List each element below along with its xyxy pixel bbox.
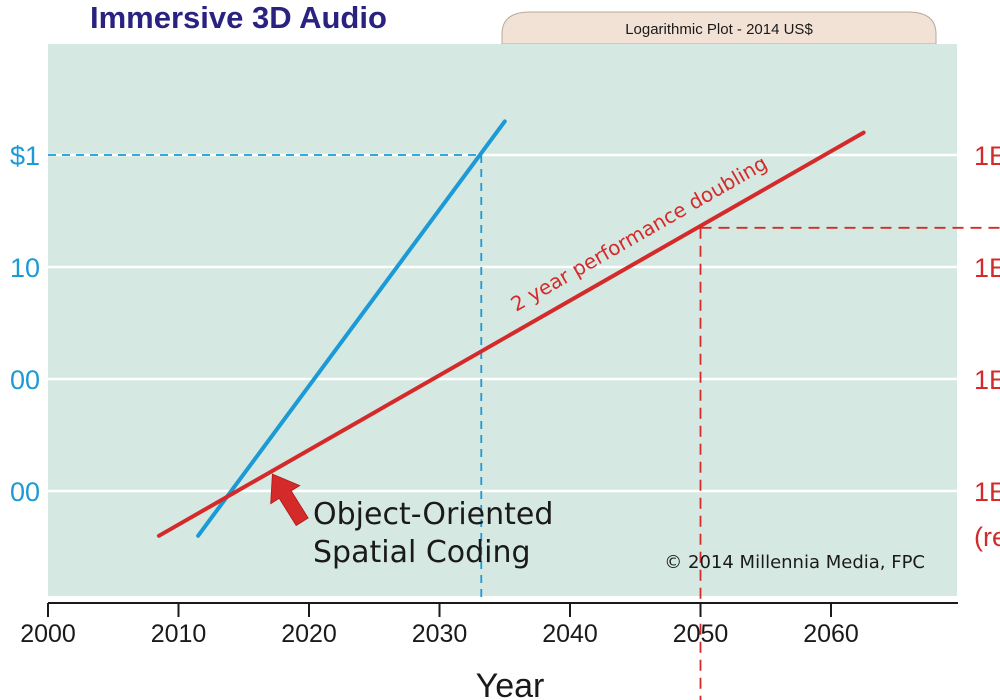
left-tick-label: 00 [10, 477, 40, 507]
chart-title: Immersive 3D Audio [90, 0, 387, 35]
left-tick-label: 10 [10, 253, 40, 283]
right-tick-label: 1E [974, 365, 1000, 395]
x-tick-label: 2000 [20, 620, 76, 648]
series-line-red [156, 130, 866, 538]
y-tick-labels: $1 10 00 00 1E 1E 1E 1E (re [10, 141, 1000, 552]
arrow-label-line1: Object-Oriented [313, 497, 553, 532]
x-tick-label: 2040 [542, 620, 598, 648]
x-tick-label: 2060 [803, 620, 859, 648]
right-tick-label: 1E [974, 141, 1000, 171]
x-axis-label: Year [476, 667, 545, 700]
x-tick-label: 2030 [412, 620, 468, 648]
x-tick-label: 2050 [673, 620, 729, 648]
left-tick-label: 00 [10, 365, 40, 395]
right-tick-label: 1E [974, 477, 1000, 507]
right-tick-label: 1E [974, 253, 1000, 283]
x-ticks: 2000 2010 2020 2030 2040 2050 2060 [20, 603, 859, 648]
subtitle-tab [501, 11, 937, 45]
annotation-arrow [270, 473, 309, 527]
chart-subtitle: Logarithmic Plot - 2014 US$ [625, 21, 813, 38]
copyright-note: © 2014 Millennia Media, FPC [664, 552, 925, 573]
grid-lines [48, 153, 958, 493]
plot-area [48, 44, 957, 596]
x-tick-label: 2010 [151, 620, 207, 648]
x-tick-label: 2020 [281, 620, 337, 648]
series-lines [156, 119, 866, 538]
series-line-blue [196, 119, 507, 538]
reference-lines [48, 154, 1000, 700]
left-tick-label: $1 [10, 141, 40, 171]
arrow-label-line2: Spatial Coding [313, 535, 531, 570]
right-tick-label: (re [974, 522, 1000, 552]
